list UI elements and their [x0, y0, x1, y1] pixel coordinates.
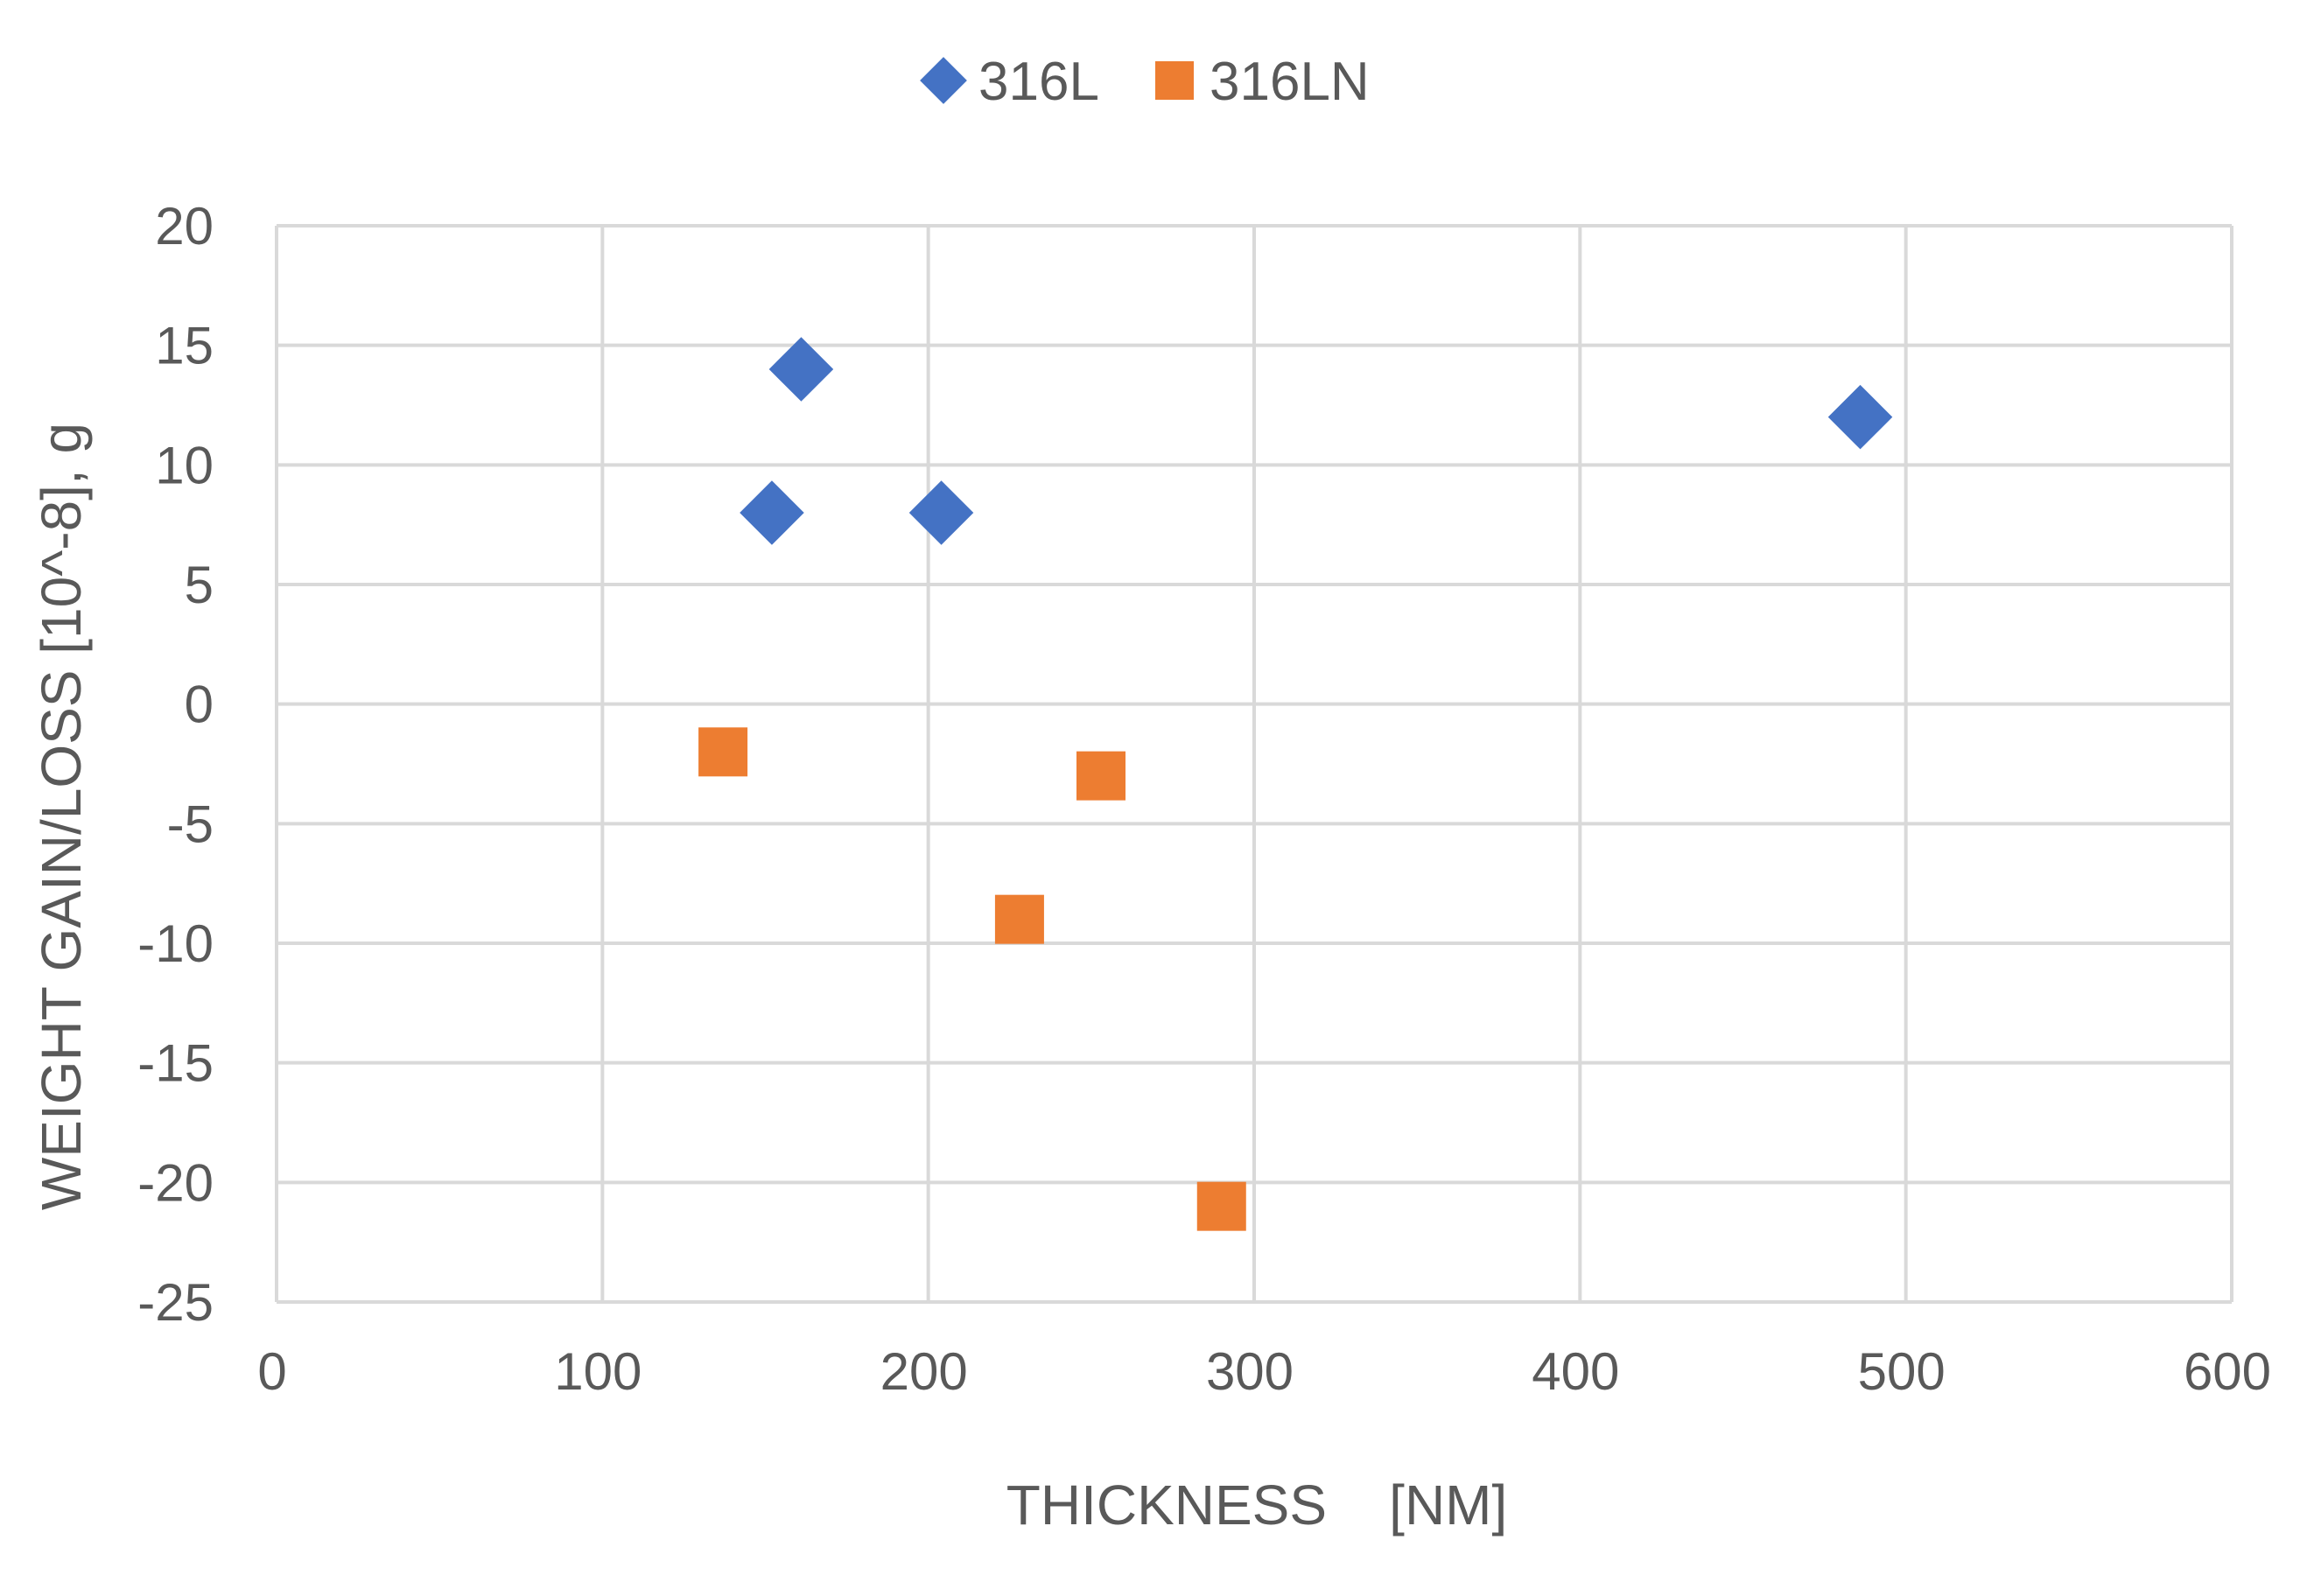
legend: 316L 316LN: [920, 52, 1370, 112]
y-tick-label: -5: [167, 794, 214, 853]
x-tick-label: 600: [2184, 1342, 2271, 1401]
y-tick-label: 5: [185, 556, 214, 614]
data-point-316l-2: [908, 480, 974, 545]
x-tick-label: 200: [880, 1342, 968, 1401]
grid-layer: [275, 224, 2233, 1304]
tick-label-layer: 20 15 10 5 0 -5 -10 -15 -20 -25 0 100 200 300 400 500 60…: [137, 197, 2271, 1401]
legend-item-316ln: 316LN: [1155, 52, 1370, 112]
data-point-316ln-3: [1196, 1181, 1246, 1231]
legend-marker-diamond: [920, 57, 967, 104]
y-axis-title: WEIGHT GAIN/LOSS [10^-8], g: [30, 423, 93, 1210]
x-tick-label: 0: [257, 1342, 286, 1401]
y-tick-label: -20: [137, 1153, 214, 1212]
y-tick-label: -10: [137, 914, 214, 973]
y-tick-label: 20: [155, 197, 214, 256]
legend-label: 316LN: [1210, 52, 1370, 112]
data-point-316ln-1: [994, 894, 1044, 944]
legend-marker-square: [1155, 61, 1194, 100]
data-point-316ln-2: [1076, 751, 1126, 801]
y-tick-label: 15: [155, 317, 214, 375]
x-tick-label: 500: [1858, 1342, 1946, 1401]
marker-layer: [698, 337, 1893, 1231]
legend-item-316l: 316L: [920, 52, 1099, 112]
x-tick-label: 100: [554, 1342, 642, 1401]
legend-label: 316L: [978, 52, 1099, 112]
data-point-316l-3: [1827, 384, 1893, 450]
y-tick-label: -15: [137, 1034, 214, 1093]
x-tick-label: 400: [1532, 1342, 1619, 1401]
x-tick-label: 300: [1206, 1342, 1294, 1401]
x-axis-title: THICKNESS [NM]: [1006, 1474, 1508, 1536]
y-tick-label: 10: [155, 436, 214, 494]
y-tick-label: -25: [137, 1273, 214, 1332]
data-point-316l-1: [768, 337, 834, 402]
data-point-316ln-0: [698, 727, 748, 777]
data-point-316l-0: [740, 480, 804, 545]
y-tick-label: 0: [185, 676, 214, 734]
